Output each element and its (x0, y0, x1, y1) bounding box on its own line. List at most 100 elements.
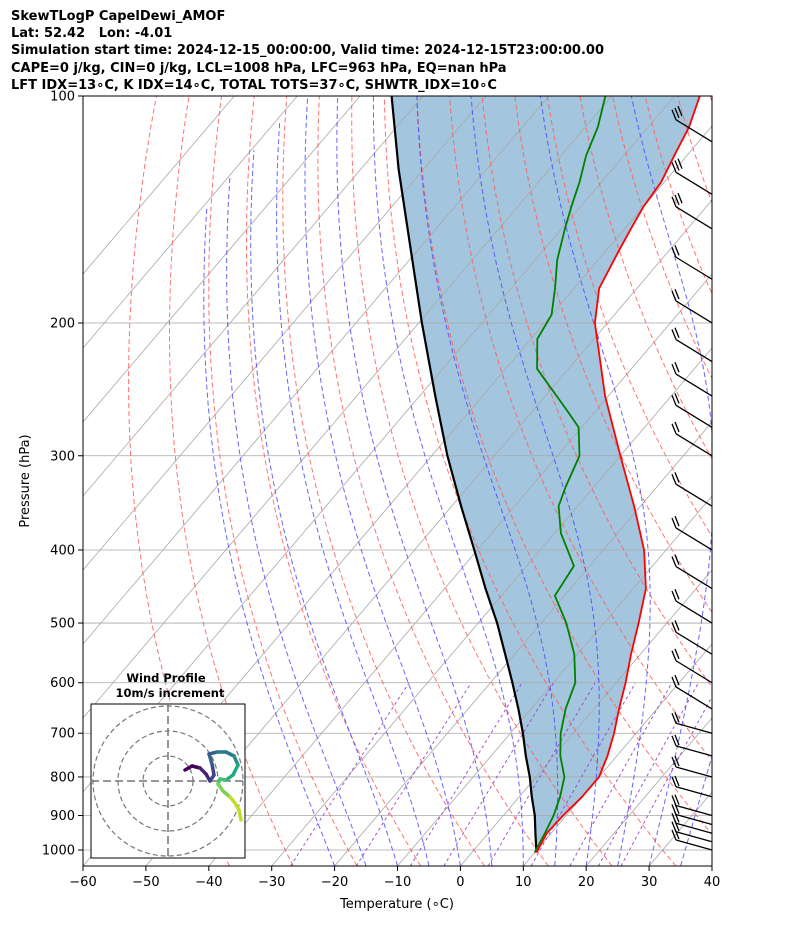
dry-adiabat-line (644, 96, 712, 295)
cape-line: CAPE=0 j/kg, CIN=0 j/kg, LCL=1008 hPa, L… (11, 60, 507, 76)
wind-barb-flag (674, 712, 680, 723)
isotherm-line (711, 865, 712, 866)
isotherm-line (145, 199, 712, 866)
wind-barb-flag (674, 515, 680, 527)
x-tick-label: −40 (195, 875, 222, 890)
wind-barb-flag (671, 517, 677, 529)
wind-barb-flag (674, 755, 680, 767)
wind-barb-flag (671, 423, 677, 435)
wind-barb-flag (671, 109, 677, 121)
isotherm-line (460, 569, 712, 866)
isotherm-line (83, 96, 487, 571)
x-axis-label: Temperature (∘C) (339, 897, 454, 912)
wind-barb (675, 745, 713, 757)
wind-barb-flag (671, 395, 677, 406)
y-tick-label: 500 (50, 617, 75, 632)
wind-barb (675, 804, 713, 817)
wind-barb-flag (674, 288, 680, 300)
isotherm-line (83, 96, 613, 719)
dry-adiabat-line (514, 96, 712, 614)
wind-barb-flag (671, 795, 677, 806)
inset-title: Wind Profile (126, 671, 206, 685)
dry-adiabat-line (208, 96, 358, 866)
dry-adiabat-line (246, 96, 422, 866)
wind-barb-flag (671, 329, 677, 340)
wind-barb-flag (671, 676, 677, 688)
wind-barb-flag (674, 674, 680, 686)
moist-adiabat-line (711, 864, 712, 866)
wind-barb-flag (674, 194, 680, 206)
mixing-ratio-line (569, 682, 673, 866)
wind-barb-flag (671, 473, 677, 485)
wind-barb (675, 766, 713, 778)
wind-barb (675, 433, 713, 457)
dry-adiabat-line (351, 96, 613, 866)
dry-adiabat-line (743, 96, 794, 866)
isotherm-line (522, 643, 712, 866)
moist-adiabat-line (226, 176, 367, 866)
wind-barb-flag (674, 648, 680, 660)
isotherm-line (208, 273, 712, 866)
dry-adiabat-line (481, 96, 712, 688)
wind-barb (675, 813, 713, 826)
wind-barb-flag (674, 421, 680, 433)
wind-barb (675, 373, 713, 397)
y-tick-label: 400 (50, 543, 75, 558)
x-tick-label: 20 (578, 875, 595, 890)
wind-barb (675, 686, 713, 710)
y-tick-label: 200 (50, 316, 75, 331)
dry-adiabat-line (775, 96, 794, 866)
wind-barb (675, 631, 713, 655)
wind-barb-flag (677, 158, 683, 169)
mixing-ratio-line (409, 682, 523, 866)
wind-barb-flag (674, 554, 680, 565)
mixing-ratio-line (443, 682, 555, 866)
isotherm-line (648, 791, 712, 866)
mixing-ratio-line (290, 682, 410, 866)
wind-barb (675, 119, 713, 143)
wind-barb-flag (671, 162, 677, 173)
x-tick-label: 30 (641, 875, 658, 890)
moist-adiabat-line (539, 96, 651, 866)
isotherm-line (83, 96, 550, 645)
chart-title: SkewTLogP CapelDewi_AMOF (11, 9, 226, 24)
y-tick-label: 800 (50, 770, 75, 785)
wind-barb-flag (674, 160, 680, 171)
isotherm-line (271, 347, 712, 866)
wind-barb (675, 722, 713, 734)
wind-barb-flag (671, 247, 677, 258)
dry-adiabat-line (416, 96, 712, 835)
wind-barb-flag (671, 756, 677, 768)
wind-barb (675, 404, 713, 428)
x-tick-label: 10 (515, 875, 532, 890)
wind-barb (675, 839, 713, 851)
y-tick-label: 1000 (42, 844, 75, 859)
dry-adiabat-line (317, 96, 549, 866)
dry-adiabat-line (282, 96, 485, 866)
wind-barb (675, 831, 713, 843)
wind-barb (675, 527, 713, 551)
wind-barb-flag (674, 107, 680, 119)
mixing-ratio-line (530, 682, 636, 866)
wind-barb (675, 565, 713, 590)
x-tick-label: −20 (321, 875, 348, 890)
wind-barb (675, 338, 713, 363)
dry-adiabat-line (579, 96, 712, 460)
isotherm-line (397, 495, 712, 866)
wind-barb-flag (674, 775, 680, 787)
mixing-ratio-line (487, 682, 596, 866)
wind-barb (675, 600, 713, 624)
moist-adiabat-line (470, 96, 600, 866)
wind-barb-flag (674, 734, 680, 746)
parcel-shading (391, 96, 700, 853)
y-tick-label: 700 (50, 727, 75, 742)
hodograph-segment (210, 762, 216, 777)
wind-barb-flag (674, 472, 680, 483)
x-tick-label: −60 (69, 875, 96, 890)
wind-barb-flag (671, 590, 677, 602)
wind-barb-flag (671, 712, 677, 724)
wind-barb-flag (671, 776, 677, 788)
wind-barb-flag (677, 192, 683, 204)
wind-barb-flag (674, 361, 680, 373)
